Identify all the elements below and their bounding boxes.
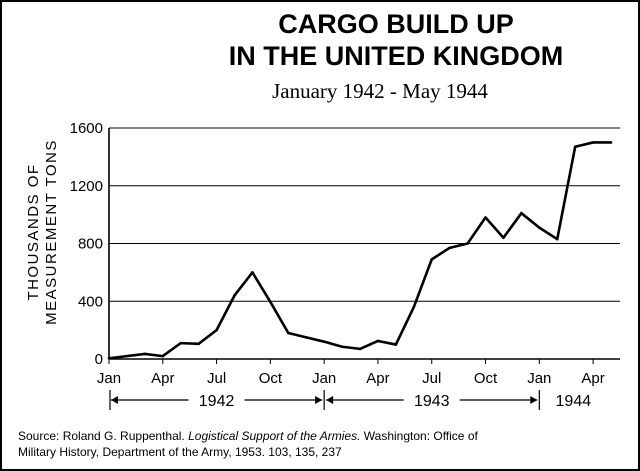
year-label: 1942	[199, 393, 235, 410]
x-tick-label: Apr	[366, 370, 389, 387]
y-axis-label-line-2: MEASUREMENT TONS	[43, 139, 60, 325]
y-tick-label: 1200	[70, 178, 103, 195]
year-label: 1944	[556, 393, 592, 410]
data-point	[215, 328, 218, 332]
source-rest: Washington: Office of	[364, 429, 479, 443]
x-tick-label: Oct	[474, 370, 498, 387]
data-point	[107, 356, 111, 360]
chart-title-line-1: CARGO BUILD UP	[278, 9, 514, 39]
grid-lines	[108, 127, 620, 360]
x-tick-label: Jul	[422, 370, 441, 387]
y-tick-label: 0	[95, 351, 103, 368]
data-point	[412, 305, 416, 309]
data-point	[484, 216, 487, 219]
data-point	[573, 145, 577, 149]
series-line	[108, 141, 612, 360]
y-tick-label: 1600	[70, 120, 103, 137]
data-point	[520, 211, 523, 215]
x-tick-label: Oct	[259, 370, 283, 387]
chart-subtitle: January 1942 - May 1944	[272, 79, 488, 103]
data-point	[358, 347, 362, 351]
y-tick-label: 800	[78, 236, 103, 253]
y-axis-label-line-1: THOUSANDS OF	[25, 163, 42, 300]
source-prefix: Source: Roland G. Ruppenthal.	[18, 429, 188, 443]
data-point	[394, 343, 398, 346]
year-label: 1943	[414, 393, 450, 410]
data-point	[143, 352, 147, 356]
data-point	[286, 331, 290, 335]
x-tick-label: Jan	[312, 370, 336, 387]
data-point	[448, 246, 451, 250]
data-point	[251, 271, 254, 274]
data-point	[233, 294, 236, 297]
data-point	[197, 342, 200, 346]
data-point	[555, 237, 559, 241]
x-tick-label: Jul	[207, 370, 226, 387]
x-tick-label: Jan	[97, 370, 121, 387]
data-point	[125, 354, 129, 358]
arrowhead-left	[111, 396, 118, 404]
data-point	[340, 345, 344, 349]
year-span-1944: 1944	[556, 393, 592, 410]
chart-title-line-2: IN THE UNITED KINGDOM	[229, 41, 564, 71]
x-tick-label: Jan	[527, 370, 551, 387]
data-point	[376, 339, 380, 343]
x-tick-labels: Jan Apr Jul Oct Jan Apr Jul Oct Jan Apr	[97, 359, 605, 387]
data-point	[304, 336, 308, 339]
year-span-1942: 1942	[109, 390, 325, 410]
data-point	[269, 300, 272, 304]
source-line-2: Military History, Department of the Army…	[18, 445, 342, 459]
arrowhead-right	[315, 396, 323, 404]
series-layer	[107, 141, 613, 360]
x-tick-label: Apr	[581, 370, 604, 387]
year-span-1943: 1943	[326, 390, 540, 410]
data-point	[161, 354, 165, 358]
data-point	[591, 141, 595, 144]
source-title: Logistical Support of the Armies.	[188, 429, 360, 443]
arrowhead-right	[530, 396, 538, 404]
arrowhead-left	[326, 396, 334, 404]
data-point	[609, 141, 613, 144]
y-tick-label: 400	[78, 293, 103, 310]
data-point	[466, 242, 469, 245]
data-point	[502, 236, 505, 240]
x-tick-label: Apr	[151, 370, 174, 387]
data-point	[538, 226, 541, 229]
data-point	[430, 258, 434, 261]
year-spans: 1942 1943 1944	[109, 390, 592, 410]
data-point	[179, 341, 183, 345]
y-tick-labels: 0 400 800 1200 1600	[70, 120, 103, 368]
source-line-1: Source: Roland G. Ruppenthal. Logistical…	[18, 429, 478, 443]
data-point	[322, 340, 326, 343]
